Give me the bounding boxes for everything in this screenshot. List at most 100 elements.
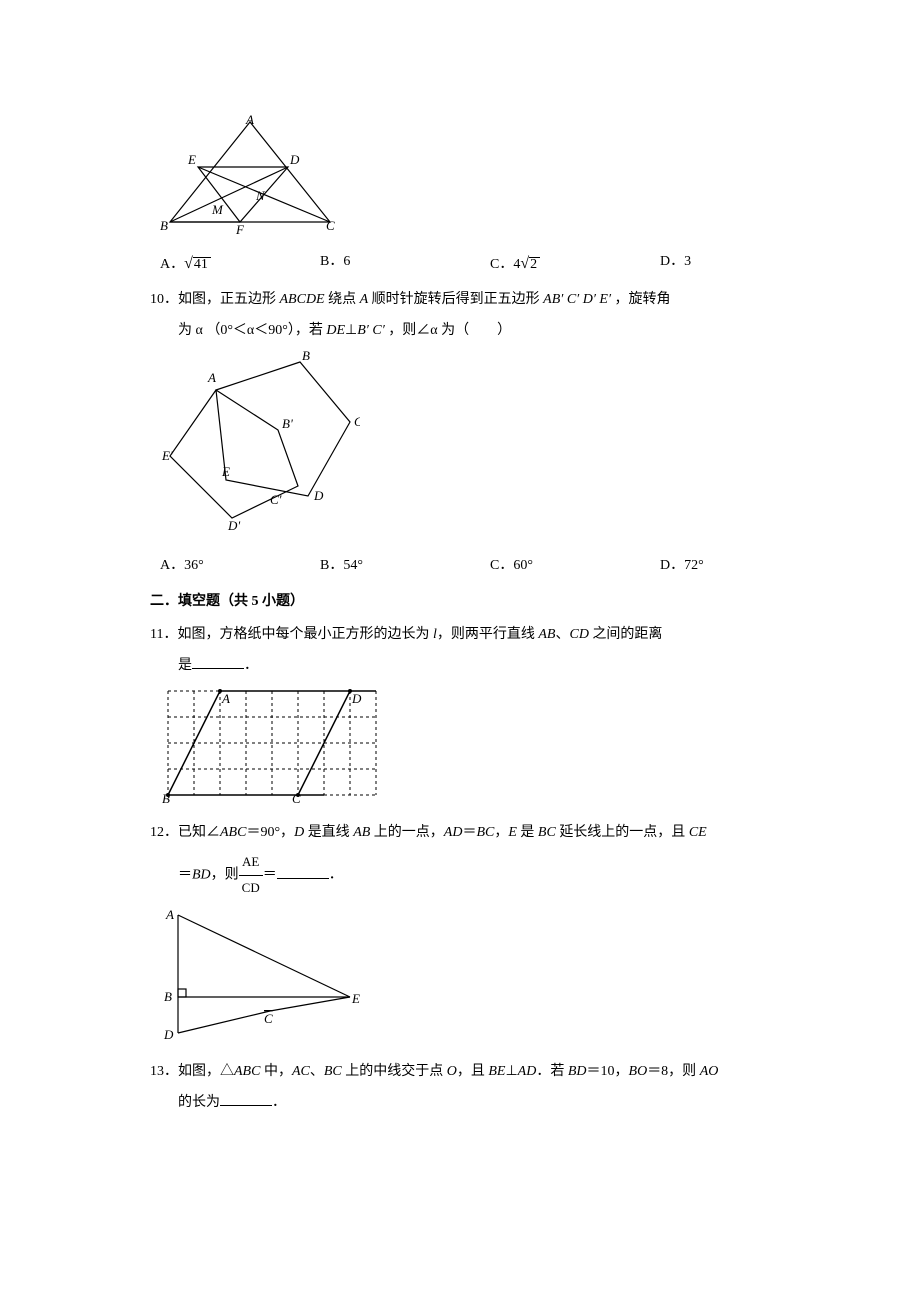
q11-t4: 是 [178,658,192,673]
opt-label: D． [660,254,684,269]
q9-D-val: 3 [684,254,691,269]
q10-lDp: D' [227,518,240,533]
section-2-header: 二．填空题（共 5 小题） [150,589,770,616]
q13-t4: ，且 [457,1064,489,1079]
q10-option-B[interactable]: B．54° [320,553,490,580]
q10-lD: D [313,488,324,503]
q13-sep: 、 [310,1064,324,1079]
q12-t5: ， [494,825,508,840]
q10-ab1: AB′ C′ D′ E′ [543,292,614,307]
q12-blank[interactable] [277,865,329,879]
q11-t1: 如图，方格纸中每个最小正方形的边长为 [177,627,433,642]
q10-lE: E [221,464,230,479]
q10-lC: C [354,414,360,429]
q10-t2: 绕点 [325,292,360,307]
q11-ab: AB [538,627,555,642]
q9-option-B[interactable]: B．6 [320,249,490,279]
q12-ab: AB [353,825,370,840]
q10-t5: 为 α （0°＜α＜90°），若 [178,323,326,338]
q11-lC: C [292,791,301,805]
q10-figure: A B C D E B' C' D' E' [160,348,770,549]
q12-abc: ABC [220,825,246,840]
q12-t2: ＝90°， [246,825,294,840]
q9-label-M: M [211,202,224,217]
q13-ac: AC [292,1064,310,1079]
q12-num-frac: AE [239,850,263,876]
opt-label: B． [320,254,343,269]
q13-ao: AO [700,1064,719,1079]
q10-D: 72° [684,558,704,573]
opt-label: A． [160,257,184,272]
q10-option-C[interactable]: C．60° [490,553,660,580]
q12-figure: A B D C E [160,905,770,1056]
q13-num: 13． [150,1064,178,1079]
q9-option-A[interactable]: A．√41 [160,249,320,279]
q11-lB: B [162,791,170,805]
q12-lC: C [264,1011,273,1026]
q13-t6: 的长为 [178,1095,220,1110]
q11-text: 11．如图，方格纸中每个最小正方形的边长为 l，则两平行直线 AB、CD 之间的… [150,622,770,649]
q12-fraction: AECD [239,850,263,900]
q10-num: 10． [150,292,178,307]
q13-be: BE [488,1064,505,1079]
q10-t3: 顺时针旋转后得到正五边形 [368,292,543,307]
q13-abc: ABC [234,1064,260,1079]
opt-label: C． [490,558,513,573]
opt-label: D． [660,558,684,573]
q12-t7: 延长线上的一点，且 [556,825,689,840]
q10-t6: ，则∠α 为（ ） [388,323,511,338]
q9-B-val: 6 [343,254,350,269]
q10-lB: B [302,348,310,363]
q10-lEp: E' [161,448,173,463]
q10-t1: 如图，正五边形 [178,292,280,307]
q10-lCp: C' [270,492,282,507]
q12-t10: ＝ [263,868,277,883]
q10-option-D[interactable]: D．72° [660,553,704,580]
q12-t11: ． [329,868,343,883]
q13-eq2: ＝8，则 [647,1064,700,1079]
q11-lD: D [351,691,362,706]
q11-lA: A [221,691,230,706]
q9-label-N: N [255,188,266,203]
q11-cd: CD [569,627,588,642]
q10-lBp: B' [282,416,293,431]
q12-num: 12． [150,825,178,840]
q10-option-A[interactable]: A．36° [160,553,320,580]
q13-eq1: ＝10， [587,1064,629,1079]
q13-text: 13．如图，△ABC 中，AC、BC 上的中线交于点 O，且 BE⊥AD．若 B… [150,1059,770,1086]
q11-num: 11． [150,627,177,642]
q11-sep: 、 [555,627,569,642]
q12-d: D [294,825,304,840]
q9-label-C: C [326,218,335,233]
q12-text-2: ＝BD，则AECD＝． [150,850,770,900]
q12-ce: CE [689,825,707,840]
q9-option-C[interactable]: C．4√2 [490,249,660,279]
q12-text: 12．已知∠ABC＝90°，D 是直线 AB 上的一点，AD＝BC，E 是 BC… [150,820,770,847]
q13-bd: BD [568,1064,587,1079]
q9-label-D: D [289,152,300,167]
q12-t8: ＝ [178,868,192,883]
q10-t4: ，旋转角 [615,292,671,307]
q12-eq1: ＝ [462,825,476,840]
q10-perp: ⊥ [345,323,357,338]
q9-option-D[interactable]: D．3 [660,249,691,279]
q13-t1: 如图，△ [178,1064,234,1079]
q10-de: DE [326,323,345,338]
q13-bc: BC [324,1064,342,1079]
q13-t2: 中， [260,1064,292,1079]
q9-label-A: A [245,114,254,127]
q12-den-frac: CD [239,876,263,901]
q10-C: 60° [513,558,533,573]
q12-t4: 上的一点， [370,825,444,840]
q12-bc: BC [476,825,494,840]
q11-figure: A D B C [160,683,770,816]
q11-blank[interactable] [192,655,244,669]
q13-blank[interactable] [220,1092,272,1106]
q12-lE: E [351,991,360,1006]
q9-label-E: E [187,152,196,167]
q10-text: 10．如图，正五边形 ABCDE 绕点 A 顺时针旋转后得到正五边形 AB′ C… [150,287,770,314]
q10-text-2: 为 α （0°＜α＜90°），若 DE⊥B′ C′ ，则∠α 为（ ） [150,318,770,345]
q11-text-2: 是． [150,653,770,680]
q10-lA: A [207,370,216,385]
q13-ad: AD [518,1064,537,1079]
